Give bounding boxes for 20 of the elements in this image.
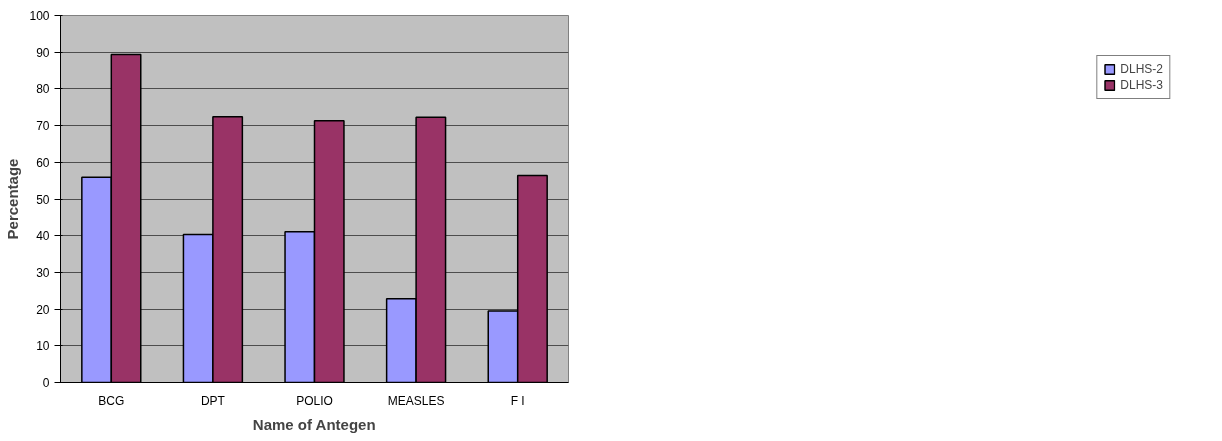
y-tick-label: 40 [36, 229, 50, 244]
y-tick-label: 60 [36, 155, 50, 170]
legend-label: DLHS-3 [1120, 78, 1163, 92]
x-tick-label: POLIO [296, 393, 333, 408]
y-tick-label: 30 [36, 265, 50, 280]
y-tick-label: 20 [36, 302, 50, 317]
y-tick-label: 10 [36, 339, 50, 354]
x-tick-label: DPT [200, 393, 226, 408]
y-tick-label: 0 [42, 376, 50, 390]
y-tick-label: 50 [36, 192, 50, 207]
y-axis-title: Percentage [4, 158, 22, 240]
y-tick-label: 100 [29, 9, 50, 23]
legend-label: DLHS-2 [1120, 62, 1163, 76]
x-axis-title: Name of Antegen [252, 415, 376, 433]
x-tick-label: F I [510, 393, 525, 408]
y-tick-label: 70 [36, 119, 50, 134]
y-tick-label: 80 [36, 82, 50, 97]
x-tick-label: MEASLES [387, 393, 445, 408]
y-tick-label: 90 [36, 45, 50, 60]
x-tick-label: BCG [98, 393, 125, 408]
